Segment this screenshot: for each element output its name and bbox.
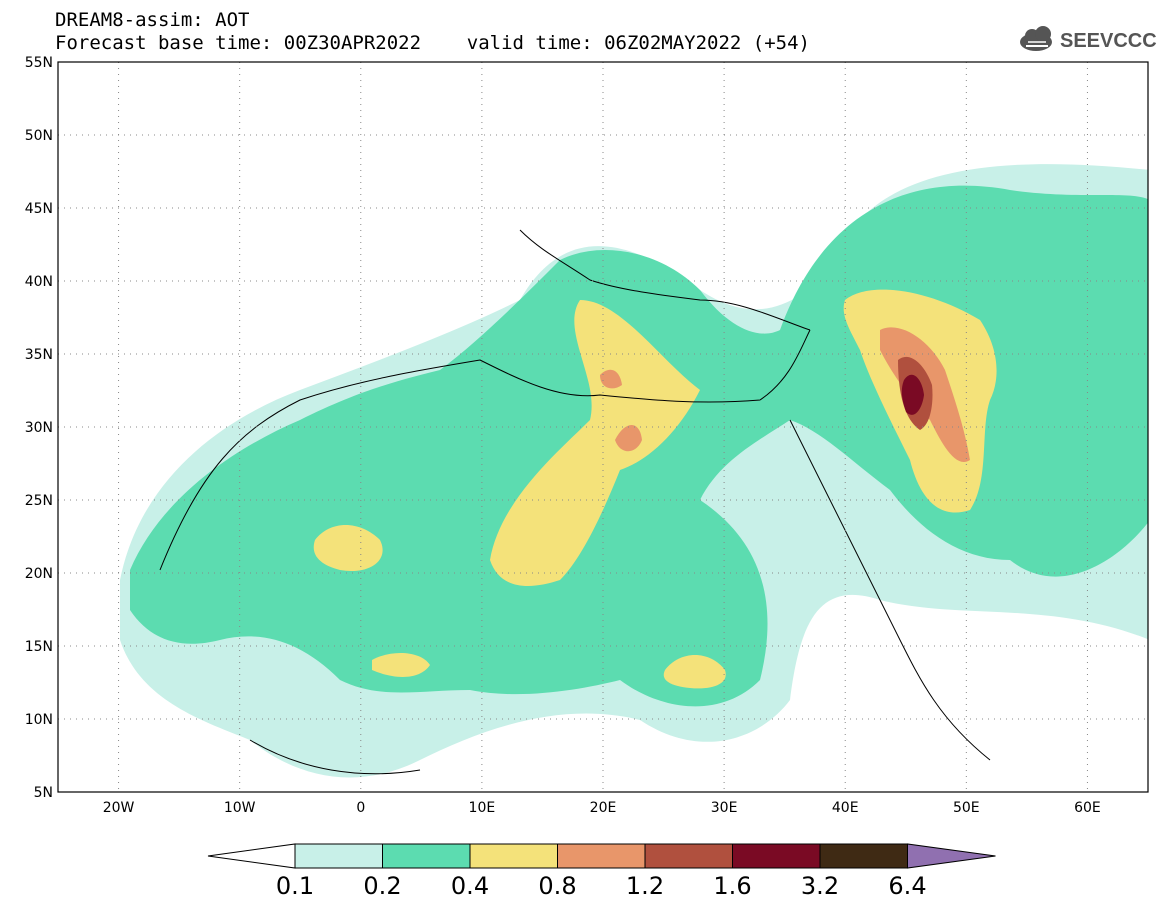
latitude-label: 15N: [25, 639, 53, 655]
latitude-label: 45N: [25, 201, 53, 217]
colorbar-under-arrow: [207, 843, 296, 869]
colorbar-segment: [732, 843, 821, 869]
latitude-label: 35N: [25, 347, 53, 363]
aot-band-0.4-sudan: [663, 655, 726, 689]
longitude-label: 10E: [469, 800, 496, 816]
colorbar-label: 6.4: [888, 872, 927, 900]
colorbar-label: 3.2: [800, 872, 840, 900]
colorbar-label: 1.2: [625, 872, 665, 900]
aot-band-1.6: [901, 374, 924, 415]
colorbar-over-arrow: [907, 843, 996, 869]
colorbar-segment: [382, 843, 471, 869]
longitude-label: 10W: [224, 800, 256, 816]
latitude-label: 20N: [25, 566, 53, 582]
longitude-label: 60E: [1074, 800, 1101, 816]
colorbar-segment: [644, 843, 733, 869]
longitude-labels: 20W 10W 0 10E 20E 30E 40E 50E 60E: [103, 800, 1101, 816]
longitude-label: 30E: [711, 800, 738, 816]
longitude-label: 40E: [832, 800, 859, 816]
colorbar-label: 0.2: [363, 872, 402, 900]
chart-title: DREAM8-assim: AOT: [55, 9, 250, 31]
seevccc-logo: SEEVCCC: [1020, 26, 1157, 52]
longitude-label: 50E: [953, 800, 980, 816]
latitude-label: 30N: [25, 420, 53, 436]
colorbar-segment: [469, 843, 558, 869]
colorbar-label: 0.4: [450, 872, 490, 900]
latitude-label: 55N: [25, 55, 53, 71]
colorbar-label: 0.1: [275, 872, 315, 900]
aot-field: [120, 164, 1148, 778]
forecast-times: Forecast base time: 00Z30APR2022 valid t…: [55, 32, 810, 54]
latitude-label: 50N: [25, 128, 53, 144]
latitude-label: 10N: [25, 712, 53, 728]
latitude-label: 25N: [25, 493, 53, 509]
coastlines: [159, 229, 991, 775]
logo-text: SEEVCCC: [1060, 30, 1157, 52]
colorbar-segment: [557, 843, 646, 869]
latitude-labels: 55N 50N 45N 40N 35N 30N 25N 20N 15N 10N 5N: [25, 55, 53, 801]
cloud-icon: [1020, 26, 1052, 51]
colorbar: [207, 843, 996, 869]
colorbar-label: 0.8: [538, 872, 577, 900]
colorbar-segment: [294, 843, 383, 869]
longitude-label: 20E: [590, 800, 617, 816]
aot-band-0.4-west: [313, 525, 383, 571]
latitude-label: 40N: [25, 274, 53, 290]
aot-band-0.4-sahara: [490, 300, 700, 586]
longitude-label: 0: [356, 800, 365, 816]
latitude-label: 5N: [34, 785, 53, 801]
longitude-label: 20W: [103, 800, 135, 816]
plot-frame: [57, 61, 1149, 793]
colorbar-segment: [819, 843, 908, 869]
colorbar-label: 1.6: [713, 872, 752, 900]
aot-band-0.4-niger: [372, 653, 430, 677]
